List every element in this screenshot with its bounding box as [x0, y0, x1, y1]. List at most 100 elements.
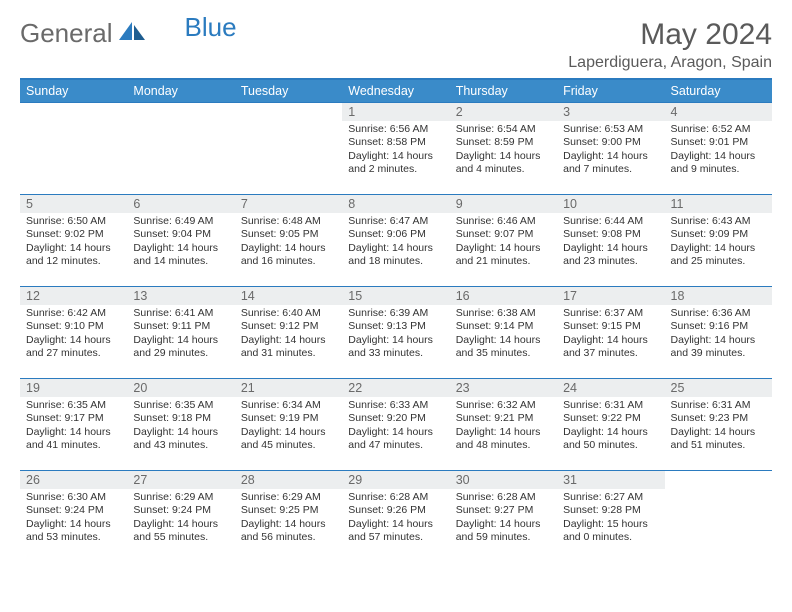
day-details: Sunrise: 6:34 AMSunset: 9:19 PMDaylight:… [235, 397, 342, 457]
calendar-cell: 22Sunrise: 6:33 AMSunset: 9:20 PMDayligh… [342, 379, 449, 471]
sunrise-line: Sunrise: 6:35 AM [133, 399, 228, 412]
sunset-line: Sunset: 9:15 PM [563, 320, 658, 333]
day-number: 15 [342, 287, 449, 305]
day-details: Sunrise: 6:40 AMSunset: 9:12 PMDaylight:… [235, 305, 342, 365]
day-number: 6 [127, 195, 234, 213]
daylight-line: Daylight: 14 hours and 25 minutes. [671, 242, 766, 269]
daylight-line: Daylight: 14 hours and 47 minutes. [348, 426, 443, 453]
daylight-line: Daylight: 14 hours and 7 minutes. [563, 150, 658, 177]
weekday-header: Monday [127, 79, 234, 103]
day-details: Sunrise: 6:50 AMSunset: 9:02 PMDaylight:… [20, 213, 127, 273]
day-number: 16 [450, 287, 557, 305]
sunset-line: Sunset: 9:21 PM [456, 412, 551, 425]
sunrise-line: Sunrise: 6:31 AM [671, 399, 766, 412]
day-number: 17 [557, 287, 664, 305]
header: General Blue May 2024 Laperdiguera, Arag… [20, 18, 772, 72]
day-details: Sunrise: 6:37 AMSunset: 9:15 PMDaylight:… [557, 305, 664, 365]
calendar-cell: 25Sunrise: 6:31 AMSunset: 9:23 PMDayligh… [665, 379, 772, 471]
calendar-cell [665, 471, 772, 563]
daylight-line: Daylight: 14 hours and 50 minutes. [563, 426, 658, 453]
day-details: Sunrise: 6:41 AMSunset: 9:11 PMDaylight:… [127, 305, 234, 365]
sunrise-line: Sunrise: 6:48 AM [241, 215, 336, 228]
calendar-cell: 12Sunrise: 6:42 AMSunset: 9:10 PMDayligh… [20, 287, 127, 379]
calendar-cell: 5Sunrise: 6:50 AMSunset: 9:02 PMDaylight… [20, 195, 127, 287]
sunrise-line: Sunrise: 6:33 AM [348, 399, 443, 412]
sunset-line: Sunset: 9:28 PM [563, 504, 658, 517]
day-details: Sunrise: 6:42 AMSunset: 9:10 PMDaylight:… [20, 305, 127, 365]
calendar-cell [20, 103, 127, 195]
day-details: Sunrise: 6:31 AMSunset: 9:23 PMDaylight:… [665, 397, 772, 457]
day-number: 22 [342, 379, 449, 397]
day-details: Sunrise: 6:30 AMSunset: 9:24 PMDaylight:… [20, 489, 127, 549]
sunrise-line: Sunrise: 6:50 AM [26, 215, 121, 228]
sunset-line: Sunset: 9:02 PM [26, 228, 121, 241]
daylight-line: Daylight: 14 hours and 4 minutes. [456, 150, 551, 177]
daylight-line: Daylight: 14 hours and 9 minutes. [671, 150, 766, 177]
daylight-line: Daylight: 14 hours and 31 minutes. [241, 334, 336, 361]
day-number: 26 [20, 471, 127, 489]
calendar-table: SundayMondayTuesdayWednesdayThursdayFrid… [20, 78, 772, 563]
sunset-line: Sunset: 9:24 PM [133, 504, 228, 517]
day-details: Sunrise: 6:32 AMSunset: 9:21 PMDaylight:… [450, 397, 557, 457]
day-number: 13 [127, 287, 234, 305]
day-details: Sunrise: 6:28 AMSunset: 9:27 PMDaylight:… [450, 489, 557, 549]
daylight-line: Daylight: 14 hours and 39 minutes. [671, 334, 766, 361]
month-title: May 2024 [568, 18, 772, 52]
calendar-cell: 14Sunrise: 6:40 AMSunset: 9:12 PMDayligh… [235, 287, 342, 379]
calendar-cell: 23Sunrise: 6:32 AMSunset: 9:21 PMDayligh… [450, 379, 557, 471]
sunset-line: Sunset: 9:00 PM [563, 136, 658, 149]
daylight-line: Daylight: 14 hours and 53 minutes. [26, 518, 121, 545]
sunrise-line: Sunrise: 6:52 AM [671, 123, 766, 136]
calendar-cell: 17Sunrise: 6:37 AMSunset: 9:15 PMDayligh… [557, 287, 664, 379]
calendar-cell: 18Sunrise: 6:36 AMSunset: 9:16 PMDayligh… [665, 287, 772, 379]
day-details: Sunrise: 6:28 AMSunset: 9:26 PMDaylight:… [342, 489, 449, 549]
calendar-cell: 30Sunrise: 6:28 AMSunset: 9:27 PMDayligh… [450, 471, 557, 563]
sunrise-line: Sunrise: 6:28 AM [348, 491, 443, 504]
logo-word2: Blue [185, 12, 237, 43]
day-details: Sunrise: 6:29 AMSunset: 9:25 PMDaylight:… [235, 489, 342, 549]
day-number: 8 [342, 195, 449, 213]
sunset-line: Sunset: 9:23 PM [671, 412, 766, 425]
day-details: Sunrise: 6:31 AMSunset: 9:22 PMDaylight:… [557, 397, 664, 457]
day-number: 9 [450, 195, 557, 213]
calendar-cell: 6Sunrise: 6:49 AMSunset: 9:04 PMDaylight… [127, 195, 234, 287]
day-number: 27 [127, 471, 234, 489]
day-details: Sunrise: 6:53 AMSunset: 9:00 PMDaylight:… [557, 121, 664, 181]
weekday-header-row: SundayMondayTuesdayWednesdayThursdayFrid… [20, 79, 772, 103]
daylight-line: Daylight: 14 hours and 29 minutes. [133, 334, 228, 361]
day-number: 2 [450, 103, 557, 121]
calendar-cell: 15Sunrise: 6:39 AMSunset: 9:13 PMDayligh… [342, 287, 449, 379]
sunrise-line: Sunrise: 6:44 AM [563, 215, 658, 228]
weekday-header: Thursday [450, 79, 557, 103]
sunset-line: Sunset: 9:13 PM [348, 320, 443, 333]
sunset-line: Sunset: 8:58 PM [348, 136, 443, 149]
calendar-row: 1Sunrise: 6:56 AMSunset: 8:58 PMDaylight… [20, 103, 772, 195]
daylight-line: Daylight: 15 hours and 0 minutes. [563, 518, 658, 545]
day-number: 1 [342, 103, 449, 121]
calendar-row: 12Sunrise: 6:42 AMSunset: 9:10 PMDayligh… [20, 287, 772, 379]
day-number: 14 [235, 287, 342, 305]
day-number: 29 [342, 471, 449, 489]
sunrise-line: Sunrise: 6:32 AM [456, 399, 551, 412]
sunset-line: Sunset: 9:16 PM [671, 320, 766, 333]
day-number: 28 [235, 471, 342, 489]
day-details: Sunrise: 6:54 AMSunset: 8:59 PMDaylight:… [450, 121, 557, 181]
calendar-cell: 21Sunrise: 6:34 AMSunset: 9:19 PMDayligh… [235, 379, 342, 471]
daylight-line: Daylight: 14 hours and 56 minutes. [241, 518, 336, 545]
day-number-empty [20, 103, 127, 121]
sunset-line: Sunset: 9:06 PM [348, 228, 443, 241]
daylight-line: Daylight: 14 hours and 33 minutes. [348, 334, 443, 361]
calendar-cell: 9Sunrise: 6:46 AMSunset: 9:07 PMDaylight… [450, 195, 557, 287]
day-number: 21 [235, 379, 342, 397]
sunrise-line: Sunrise: 6:29 AM [241, 491, 336, 504]
day-number-empty [127, 103, 234, 121]
calendar-cell [235, 103, 342, 195]
calendar-cell: 31Sunrise: 6:27 AMSunset: 9:28 PMDayligh… [557, 471, 664, 563]
day-details: Sunrise: 6:46 AMSunset: 9:07 PMDaylight:… [450, 213, 557, 273]
calendar-cell: 27Sunrise: 6:29 AMSunset: 9:24 PMDayligh… [127, 471, 234, 563]
sunrise-line: Sunrise: 6:54 AM [456, 123, 551, 136]
day-number-empty [235, 103, 342, 121]
sunrise-line: Sunrise: 6:43 AM [671, 215, 766, 228]
calendar-cell: 28Sunrise: 6:29 AMSunset: 9:25 PMDayligh… [235, 471, 342, 563]
sunrise-line: Sunrise: 6:36 AM [671, 307, 766, 320]
